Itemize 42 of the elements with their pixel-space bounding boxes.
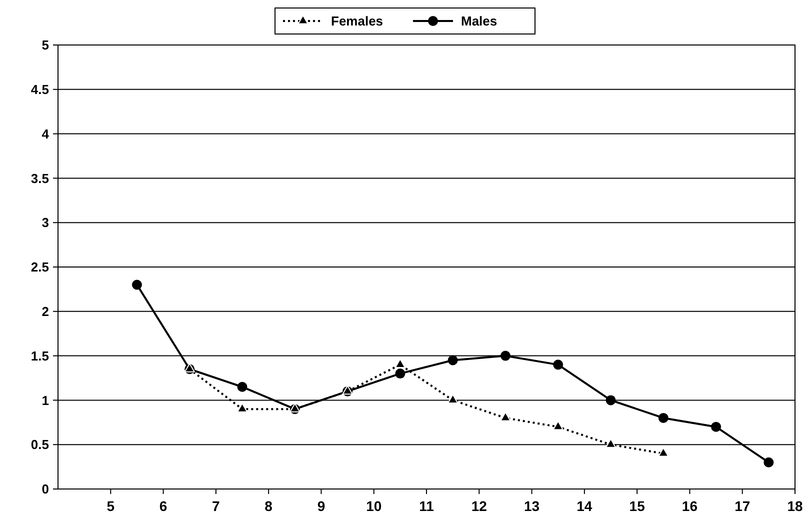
x-tick-label: 17 <box>734 498 750 514</box>
x-tick-label: 18 <box>787 498 803 514</box>
point <box>552 420 564 430</box>
point <box>553 360 564 370</box>
point <box>394 358 406 368</box>
x-tick-label: 13 <box>524 498 540 514</box>
point <box>605 438 616 448</box>
x-tick-label: 11 <box>419 498 434 514</box>
x-tick-label: 15 <box>629 498 646 514</box>
x-tick-label: 7 <box>212 498 220 514</box>
y-tick-label: 5 <box>42 38 49 53</box>
y-tick-label: 0 <box>42 482 49 497</box>
y-tick-label: 2.5 <box>30 260 49 275</box>
point <box>711 422 722 432</box>
y-tick-label: 2 <box>42 304 49 319</box>
point <box>658 412 668 423</box>
x-tick-label: 6 <box>159 498 168 514</box>
point <box>606 395 616 406</box>
legend-label: Females <box>331 14 384 29</box>
legend-label: Males <box>461 14 498 29</box>
y-tick-label: 3.5 <box>30 170 49 186</box>
y-tick-label: 4 <box>42 126 50 142</box>
point <box>132 280 142 290</box>
point <box>236 403 248 412</box>
point <box>448 355 458 366</box>
y-tick-label: 1.5 <box>30 348 49 364</box>
x-tick-label: 14 <box>576 498 592 514</box>
x-tick-label: 10 <box>366 498 382 514</box>
x-tick-label: 5 <box>106 498 115 514</box>
point <box>395 368 406 379</box>
point <box>764 457 774 468</box>
y-tick-label: 0.5 <box>30 437 49 452</box>
x-tick-label: 16 <box>682 498 698 514</box>
x-tick-label: 8 <box>264 498 273 514</box>
x-tick-label: 9 <box>317 498 326 514</box>
y-tick-label: 4.5 <box>30 82 49 97</box>
x-tick-label: 12 <box>471 498 488 514</box>
point <box>448 394 458 404</box>
y-tick-label: 1 <box>42 392 49 408</box>
y-tick-label: 3 <box>42 215 49 230</box>
point <box>500 350 510 361</box>
point <box>237 382 248 392</box>
